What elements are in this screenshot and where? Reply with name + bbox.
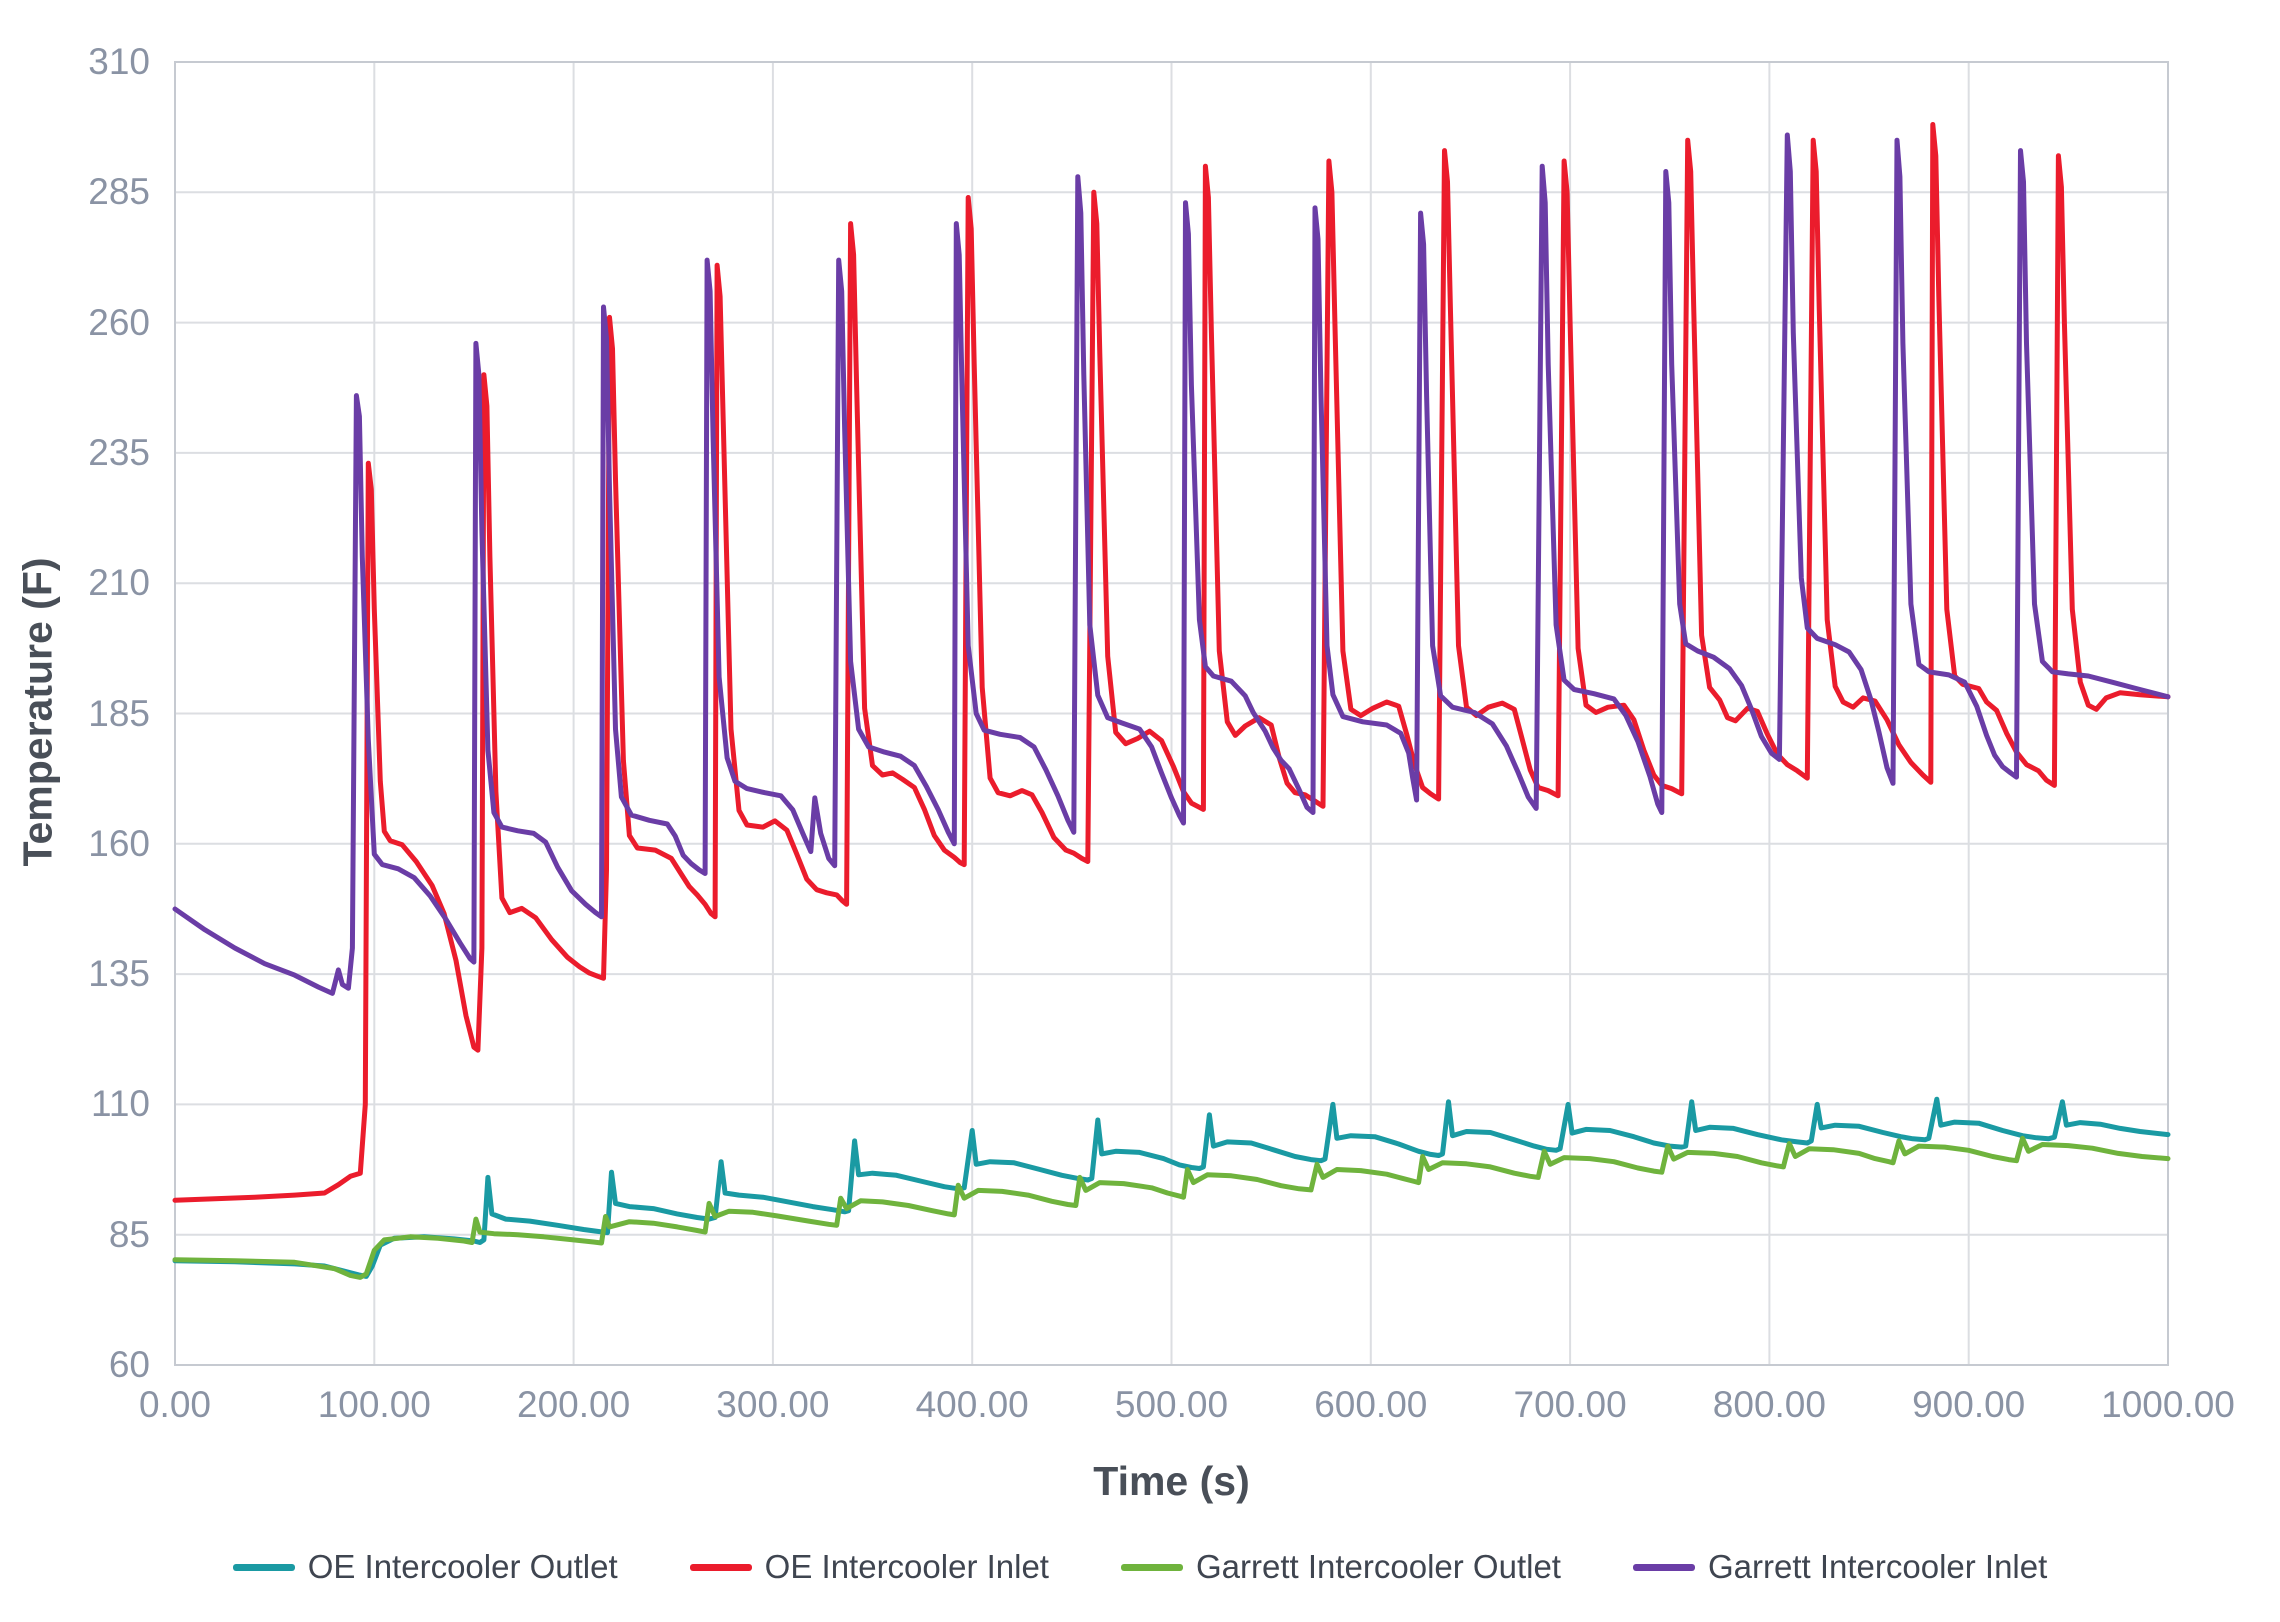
series-line-garrett-intercooler-outlet (172, 1135, 2171, 1280)
y-tick-label: 260 (88, 301, 150, 343)
y-tick-label: 110 (91, 1083, 150, 1125)
legend-item-oe-intercooler-inlet[interactable]: OE Intercooler Inlet (689, 1548, 1049, 1586)
x-tick-label: 700.00 (1513, 1384, 1627, 1425)
y-tick-label: 185 (88, 692, 150, 734)
x-tick-label: 1000.00 (2101, 1384, 2235, 1425)
series-line-oe-intercooler-outlet (172, 1096, 2171, 1279)
y-tick-label: 235 (88, 431, 150, 473)
legend-label: Garrett Intercooler Inlet (1707, 1548, 2048, 1585)
x-tick-label: 900.00 (1912, 1384, 2026, 1425)
legend-label: OE Intercooler Outlet (307, 1548, 618, 1585)
legend-item-garrett-intercooler-outlet[interactable]: Garrett Intercooler Outlet (1120, 1548, 1561, 1586)
x-tick-label: 500.00 (1114, 1384, 1229, 1425)
x-tick-label: 600.00 (1314, 1384, 1428, 1425)
legend-swatch (689, 1563, 752, 1571)
x-tick-label: 100.00 (317, 1384, 431, 1425)
legend-label: OE Intercooler Inlet (764, 1548, 1049, 1585)
x-tick-label: 400.00 (915, 1384, 1029, 1425)
y-tick-label: 135 (88, 953, 150, 995)
x-axis-title: Time (s) (1093, 1458, 1250, 1504)
y-axis-title: Temperature (F) (14, 557, 61, 867)
y-tick-label: 285 (88, 171, 150, 213)
plot-border (174, 61, 2169, 1366)
y-tick-label: 160 (88, 822, 150, 864)
legend-swatch (1120, 1563, 1183, 1571)
legend-swatch (1632, 1563, 1695, 1571)
x-tick-label: 300.00 (716, 1384, 830, 1425)
legend-swatch (232, 1563, 295, 1571)
legend-item-oe-intercooler-outlet[interactable]: OE Intercooler Outlet (232, 1548, 618, 1586)
y-tick-label: 85 (108, 1213, 150, 1255)
x-tick-label: 0.00 (138, 1384, 211, 1425)
legend-item-garrett-intercooler-inlet[interactable]: Garrett Intercooler Inlet (1632, 1548, 2048, 1586)
y-tick-label: 210 (88, 562, 150, 604)
x-tick-label: 200.00 (517, 1384, 631, 1425)
series-line-garrett-intercooler-inlet (172, 132, 2171, 996)
x-tick-label: 800.00 (1712, 1384, 1826, 1425)
series-line-oe-intercooler-inlet (172, 122, 2171, 1203)
legend: OE Intercooler Outlet OE Intercooler Inle… (0, 1548, 2280, 1586)
y-tick-label: 60 (108, 1344, 150, 1385)
series-lines (172, 122, 2171, 1280)
y-tick-label: 310 (88, 41, 150, 82)
legend-label: Garrett Intercooler Outlet (1195, 1548, 1561, 1585)
